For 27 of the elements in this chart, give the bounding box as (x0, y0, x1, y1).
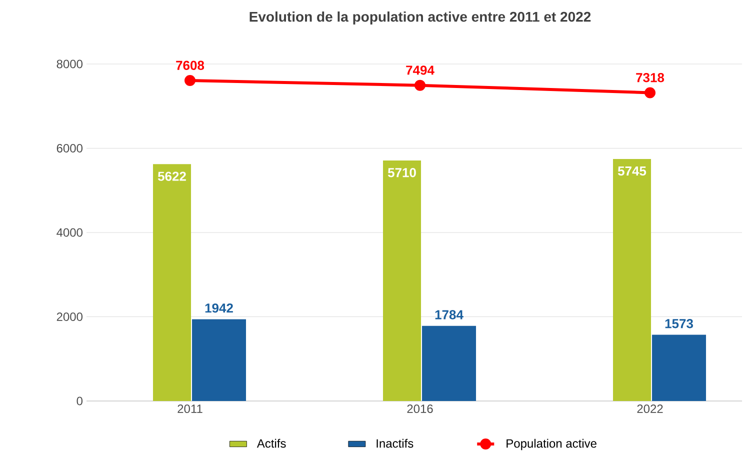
y-tick-label: 6000 (56, 144, 83, 153)
x-tick-label: 2016 (407, 404, 433, 414)
data-label: 7608 (176, 60, 204, 70)
x-tick-label: 2011 (178, 404, 202, 414)
y-tick-label: 4000 (56, 228, 83, 237)
bar (422, 326, 476, 401)
data-label: 5745 (618, 166, 646, 176)
data-label: 5622 (158, 172, 186, 181)
bar (192, 319, 246, 401)
bar (652, 334, 706, 401)
data-label: 7494 (406, 66, 434, 75)
bar (153, 164, 192, 401)
legend-label: Actifs (256, 438, 286, 448)
data-label: 5710 (388, 168, 416, 178)
bar (383, 160, 422, 401)
y-tick-label: 0 (76, 396, 83, 406)
data-label: 1942 (205, 303, 233, 313)
y-tick-label: 2000 (56, 312, 83, 322)
chart-title: Evolution de la population active entre 2011 et 2022 (250, 11, 591, 25)
x-tick-label: 2022 (637, 404, 663, 414)
data-label: 1573 (665, 318, 693, 328)
bar (613, 158, 652, 401)
data-label: 1784 (435, 310, 464, 320)
y-tick-label: 8000 (56, 60, 83, 68)
legend-label: Inactifs (376, 438, 414, 448)
data-label: 7318 (636, 72, 664, 82)
legend-label: Population active (506, 438, 596, 450)
